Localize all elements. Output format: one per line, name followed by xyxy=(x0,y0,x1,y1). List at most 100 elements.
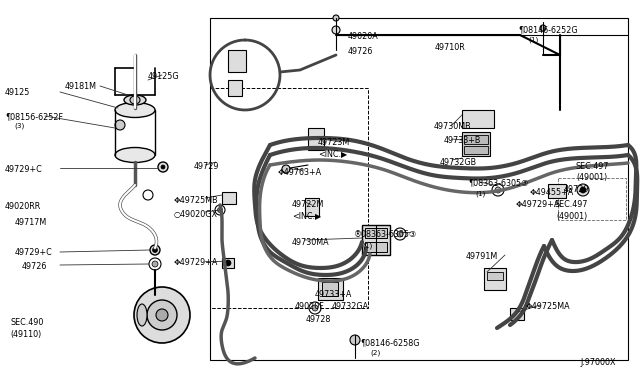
Text: 49730MB: 49730MB xyxy=(434,122,472,131)
Circle shape xyxy=(540,25,546,31)
Text: ✥49725MB: ✥49725MB xyxy=(174,196,219,205)
Bar xyxy=(462,132,490,156)
Text: (3): (3) xyxy=(14,122,24,128)
Text: 49728: 49728 xyxy=(306,315,332,324)
Text: 49125G: 49125G xyxy=(148,72,180,81)
Bar xyxy=(210,18,628,360)
Bar xyxy=(558,178,626,220)
Text: ✥49455+A: ✥49455+A xyxy=(530,188,574,197)
Text: 49020A: 49020A xyxy=(348,32,379,41)
Circle shape xyxy=(492,184,504,196)
Circle shape xyxy=(312,305,318,311)
Text: 49732GB: 49732GB xyxy=(440,158,477,167)
Circle shape xyxy=(152,261,158,267)
Text: 49726: 49726 xyxy=(348,47,373,56)
Text: ®08363-6305③: ®08363-6305③ xyxy=(354,230,417,239)
Bar xyxy=(210,88,368,308)
Circle shape xyxy=(149,258,161,270)
Bar xyxy=(487,272,503,280)
Circle shape xyxy=(309,302,321,314)
Text: 49125: 49125 xyxy=(5,88,30,97)
Bar xyxy=(510,308,524,320)
Text: (49001): (49001) xyxy=(556,212,588,221)
Ellipse shape xyxy=(130,96,140,104)
Text: SEC.490: SEC.490 xyxy=(10,318,44,327)
Text: 49722M: 49722M xyxy=(292,200,324,209)
Text: ¶08156-6252F: ¶08156-6252F xyxy=(5,112,63,121)
Bar xyxy=(228,50,246,72)
Text: ○49020GX: ○49020GX xyxy=(174,210,218,219)
Text: (1): (1) xyxy=(362,242,372,248)
Text: 49710R: 49710R xyxy=(435,43,466,52)
Bar xyxy=(222,192,236,204)
Text: ¶08363-6305③: ¶08363-6305③ xyxy=(468,178,528,187)
Text: 49723M: 49723M xyxy=(318,138,350,147)
Bar xyxy=(548,184,566,198)
Circle shape xyxy=(495,187,501,193)
Bar xyxy=(228,80,242,96)
Circle shape xyxy=(394,228,406,240)
Bar xyxy=(222,258,234,268)
Text: 49791M: 49791M xyxy=(466,252,499,261)
Text: ✥49763+A: ✥49763+A xyxy=(278,168,322,177)
Circle shape xyxy=(397,231,403,237)
Bar xyxy=(362,225,390,255)
Bar xyxy=(365,242,387,252)
Text: 49733+B: 49733+B xyxy=(444,136,481,145)
Text: 49729: 49729 xyxy=(564,185,589,194)
Ellipse shape xyxy=(115,148,155,163)
Circle shape xyxy=(580,187,586,193)
Bar xyxy=(305,198,319,216)
Text: ✥49729+A: ✥49729+A xyxy=(174,258,218,267)
Circle shape xyxy=(218,208,223,212)
Bar xyxy=(308,128,324,150)
Bar xyxy=(365,228,387,238)
Ellipse shape xyxy=(124,95,146,105)
Bar xyxy=(318,278,343,300)
Circle shape xyxy=(115,120,125,130)
Text: 49717M: 49717M xyxy=(15,218,47,227)
Text: ✥49729+A: ✥49729+A xyxy=(516,200,561,209)
Ellipse shape xyxy=(137,304,147,326)
Text: 49726: 49726 xyxy=(22,262,47,271)
Text: 49020RR: 49020RR xyxy=(5,202,41,211)
Text: 49732GA: 49732GA xyxy=(332,302,369,311)
Text: (1): (1) xyxy=(528,36,538,42)
Circle shape xyxy=(350,335,360,345)
Text: 49729+C: 49729+C xyxy=(5,165,43,174)
Bar xyxy=(322,282,338,296)
Text: ¶08146-6258G: ¶08146-6258G xyxy=(360,338,419,347)
Ellipse shape xyxy=(115,103,155,118)
Circle shape xyxy=(282,165,290,173)
Text: SEC.497: SEC.497 xyxy=(576,162,609,171)
Text: (49110): (49110) xyxy=(10,330,41,339)
Text: ✥49725MA: ✥49725MA xyxy=(526,302,571,311)
Circle shape xyxy=(134,287,190,343)
Text: (1): (1) xyxy=(475,190,485,196)
Circle shape xyxy=(333,15,339,21)
Text: 49020F: 49020F xyxy=(295,302,324,311)
Text: <INC.▶: <INC.▶ xyxy=(318,149,347,158)
Circle shape xyxy=(161,165,165,169)
Circle shape xyxy=(147,300,177,330)
Text: 49733+A: 49733+A xyxy=(315,290,353,299)
Circle shape xyxy=(215,205,225,215)
Circle shape xyxy=(225,260,231,266)
Text: 49730MA: 49730MA xyxy=(292,238,330,247)
Text: 49181M: 49181M xyxy=(65,82,97,91)
Circle shape xyxy=(150,245,160,255)
Text: SEC.497: SEC.497 xyxy=(555,200,589,209)
Bar xyxy=(464,146,488,154)
Circle shape xyxy=(143,190,153,200)
Text: (2): (2) xyxy=(370,350,380,356)
Bar xyxy=(484,268,506,290)
Text: 49729+C: 49729+C xyxy=(15,248,52,257)
Circle shape xyxy=(332,26,340,34)
Text: (49001): (49001) xyxy=(576,173,607,182)
Text: ¶08146-6252G: ¶08146-6252G xyxy=(518,25,578,34)
Circle shape xyxy=(577,184,589,196)
Bar xyxy=(462,110,494,128)
Circle shape xyxy=(156,309,168,321)
Text: 49729: 49729 xyxy=(194,162,220,171)
Circle shape xyxy=(152,247,157,253)
